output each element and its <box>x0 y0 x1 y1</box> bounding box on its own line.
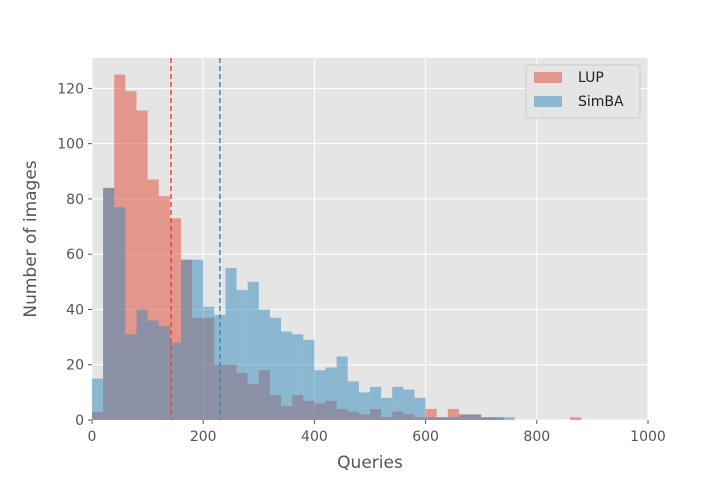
simba-bar <box>370 386 382 420</box>
simba-bar <box>192 259 204 420</box>
simba-bar <box>225 268 237 420</box>
x-tick-label: 800 <box>523 429 550 445</box>
lup-bar <box>158 196 170 420</box>
simba-bar <box>325 367 337 420</box>
simba-bar <box>314 370 326 420</box>
y-tick-label: 120 <box>57 81 84 97</box>
simba-bars <box>92 187 515 420</box>
y-tick-label: 60 <box>66 247 84 263</box>
lup-bar <box>447 408 459 420</box>
simba-bar <box>269 317 282 420</box>
simba-bar <box>347 381 359 420</box>
x-axis-ticks: 0 200 400 600 800 1000 <box>88 420 666 445</box>
simba-bar <box>403 389 415 420</box>
y-tick-label: 100 <box>57 137 84 153</box>
x-tick-label: 1000 <box>630 429 666 445</box>
simba-bar <box>92 378 104 420</box>
x-tick-label: 0 <box>88 429 97 445</box>
simba-bar <box>492 417 504 420</box>
simba-bar <box>503 417 515 420</box>
x-tick-label: 600 <box>412 429 439 445</box>
legend-label-lup: LUP <box>578 70 604 86</box>
y-axis-title: Number of images <box>21 160 41 317</box>
y-tick-label: 80 <box>66 192 84 208</box>
simba-bar <box>180 259 193 420</box>
lup-bar <box>425 408 437 420</box>
simba-bar <box>436 417 448 420</box>
y-tick-label: 40 <box>66 302 84 318</box>
simba-bar <box>281 331 293 420</box>
simba-bar <box>358 392 370 420</box>
simba-bar <box>214 314 226 420</box>
simba-bar <box>414 397 426 420</box>
simba-bar <box>136 309 148 420</box>
simba-bar <box>158 326 170 420</box>
simba-bar <box>203 306 215 420</box>
simba-bar <box>292 334 304 420</box>
simba-bar <box>447 417 459 420</box>
x-axis-title: Queries <box>337 453 403 473</box>
lup-bar <box>147 179 159 420</box>
simba-bar <box>147 320 159 420</box>
simba-bar <box>114 207 126 420</box>
simba-bar <box>303 339 315 420</box>
mean-lines <box>170 58 221 420</box>
legend-label-simba: SimBA <box>578 94 624 110</box>
simba-bar <box>392 386 404 420</box>
y-axis-ticks: 0 20 40 60 80 100 120 <box>57 81 92 429</box>
simba-bar <box>336 356 348 420</box>
lup-bar <box>570 417 582 420</box>
x-tick-label: 400 <box>301 429 328 445</box>
legend-swatch-lup <box>534 72 562 83</box>
legend: LUP SimBA <box>525 64 641 119</box>
simba-bar <box>425 417 437 420</box>
lup-bar <box>136 110 148 420</box>
lup-bar <box>125 91 137 420</box>
y-tick-label: 20 <box>66 358 84 374</box>
simba-bar <box>481 417 493 420</box>
lup-bar <box>169 218 181 420</box>
simba-bar <box>258 309 270 420</box>
x-tick-label: 200 <box>190 429 217 445</box>
simba-bar <box>470 414 482 420</box>
simba-bar <box>169 342 181 420</box>
legend-swatch-simba <box>534 96 562 107</box>
simba-bar <box>381 397 393 420</box>
simba-bar <box>103 187 115 420</box>
simba-bar <box>247 281 259 420</box>
simba-bar <box>236 290 248 420</box>
simba-bar <box>458 414 471 420</box>
y-tick-label: 0 <box>75 413 84 429</box>
simba-bar <box>125 334 137 420</box>
